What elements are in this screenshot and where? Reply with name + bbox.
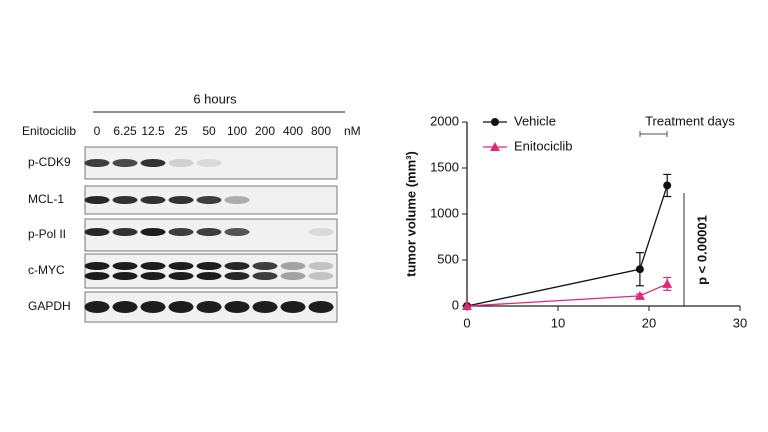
y-tick-label: 1500 xyxy=(430,159,459,174)
x-tick-label: 20 xyxy=(642,315,656,330)
point xyxy=(662,278,673,288)
blot-band xyxy=(224,228,250,236)
blot-band xyxy=(84,272,110,280)
dose-label: 25 xyxy=(174,124,188,138)
dose-label: 0 xyxy=(94,124,101,138)
y-tick-label: 500 xyxy=(437,251,459,266)
blot-band xyxy=(280,301,306,313)
blot-band xyxy=(140,196,166,204)
blot-band xyxy=(196,159,222,167)
drug-label: Enitociclib xyxy=(22,124,76,138)
point xyxy=(634,290,645,300)
blot-band xyxy=(280,262,306,270)
blot-band xyxy=(224,196,250,204)
blot-band xyxy=(280,272,306,280)
blot-band xyxy=(112,272,138,280)
dose-label: 12.5 xyxy=(141,124,165,138)
line xyxy=(466,185,668,307)
dose-label: 6.25 xyxy=(113,124,137,138)
legend-label: Vehicle xyxy=(514,113,556,128)
blot-band xyxy=(84,228,110,236)
blot-band xyxy=(196,196,222,204)
blot-band xyxy=(252,272,278,280)
blot-panel xyxy=(84,253,338,289)
x-tick-label: 10 xyxy=(551,315,565,330)
row-label: MCL-1 xyxy=(28,192,64,206)
point xyxy=(663,181,672,190)
blot-band xyxy=(196,301,222,313)
blot-band xyxy=(112,159,138,167)
row-label: GAPDH xyxy=(28,299,71,313)
blot-band xyxy=(308,272,334,280)
row-label: p-Pol II xyxy=(28,227,66,241)
blot-band xyxy=(168,301,194,313)
blot-band xyxy=(196,228,222,236)
y-tick-label: 0 xyxy=(452,297,459,312)
row-label: c-MYC xyxy=(28,263,65,277)
blot-band xyxy=(112,262,138,270)
blot-band xyxy=(112,196,138,204)
x-tick-label: 30 xyxy=(733,315,747,330)
dose-unit: nM xyxy=(344,124,361,138)
blot-band xyxy=(168,228,194,236)
dose-label: 50 xyxy=(202,124,216,138)
blot-band xyxy=(84,159,110,167)
y-tick-label: 2000 xyxy=(430,113,459,128)
y-axis-title: tumor volume (mm³) xyxy=(403,151,418,277)
blot-band xyxy=(84,262,110,270)
blot-band xyxy=(196,272,222,280)
treatment-label: Treatment days xyxy=(645,113,735,128)
blot-band xyxy=(112,228,138,236)
blot-band xyxy=(84,301,110,313)
blot-band xyxy=(168,262,194,270)
dose-label: 200 xyxy=(255,124,275,138)
legend-marker xyxy=(491,118,499,126)
p-value: p < 0.00001 xyxy=(694,215,709,285)
blot-band xyxy=(224,272,250,280)
blot-band xyxy=(140,272,166,280)
y-tick-label: 1000 xyxy=(430,205,459,220)
blot-band xyxy=(224,301,250,313)
blot-band xyxy=(196,262,222,270)
blot-band xyxy=(140,228,166,236)
dose-label: 400 xyxy=(283,124,303,138)
blot-band xyxy=(252,262,278,270)
blot-band xyxy=(308,228,334,236)
blot-band xyxy=(168,159,194,167)
blot-band xyxy=(308,262,334,270)
blot-band xyxy=(224,262,250,270)
point xyxy=(635,265,644,274)
blot-band xyxy=(112,301,138,313)
row-label: p-CDK9 xyxy=(28,155,71,169)
line xyxy=(466,283,668,307)
time-label: 6 hours xyxy=(193,91,237,106)
blot-band xyxy=(252,301,278,313)
blot-band xyxy=(168,272,194,280)
blot-band xyxy=(168,196,194,204)
legend-marker xyxy=(490,142,500,151)
x-tick-label: 0 xyxy=(463,315,470,330)
blot-band xyxy=(140,159,166,167)
blot-band xyxy=(84,196,110,204)
point xyxy=(462,301,472,310)
blot-band xyxy=(140,301,166,313)
dose-label: 800 xyxy=(311,124,331,138)
blot-band xyxy=(140,262,166,270)
blot-band xyxy=(308,301,334,313)
legend-label: Enitociclib xyxy=(514,138,573,153)
dose-label: 100 xyxy=(227,124,247,138)
